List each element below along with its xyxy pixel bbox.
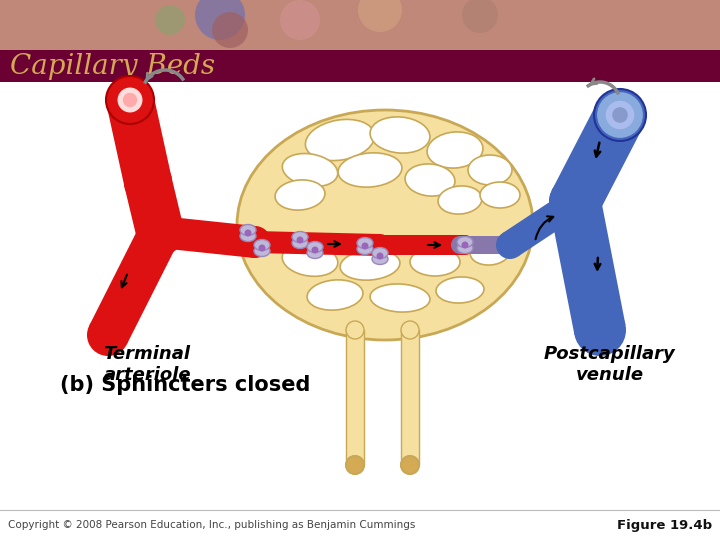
Circle shape [155,5,185,35]
Ellipse shape [370,117,430,153]
Ellipse shape [468,155,512,185]
Ellipse shape [240,231,256,241]
Circle shape [124,158,172,206]
Circle shape [346,456,364,474]
Circle shape [594,89,646,141]
Circle shape [549,176,601,228]
Text: (b) Sphincters closed: (b) Sphincters closed [60,375,310,395]
Circle shape [136,208,184,256]
Circle shape [501,236,519,254]
Ellipse shape [427,132,483,168]
Ellipse shape [340,250,400,280]
Ellipse shape [237,110,533,340]
Circle shape [87,314,129,356]
Polygon shape [380,235,465,255]
Ellipse shape [282,153,338,186]
Circle shape [597,92,643,138]
Circle shape [455,235,475,255]
Polygon shape [346,330,364,465]
Polygon shape [107,95,171,187]
Ellipse shape [307,280,363,310]
Circle shape [312,246,318,253]
Ellipse shape [292,232,308,242]
Circle shape [496,231,524,259]
Ellipse shape [436,277,484,303]
Polygon shape [125,177,184,238]
Text: Figure 19.4b: Figure 19.4b [617,518,712,531]
Ellipse shape [357,244,373,254]
Polygon shape [503,190,582,256]
Text: Terminal
arteriole: Terminal arteriole [103,345,191,384]
Circle shape [462,241,469,248]
Ellipse shape [307,241,323,253]
Circle shape [297,237,304,244]
Polygon shape [158,216,256,258]
Polygon shape [89,222,179,345]
Ellipse shape [457,237,473,247]
Circle shape [594,89,646,141]
Ellipse shape [438,186,482,214]
Ellipse shape [480,182,520,208]
Ellipse shape [254,246,270,256]
Circle shape [280,0,320,40]
Text: Copyright © 2008 Pearson Education, Inc., publishing as Benjamin Cummings: Copyright © 2008 Pearson Education, Inc.… [8,520,415,530]
Bar [0,50,720,82]
Circle shape [462,0,498,33]
Text: Postcapillary
venule: Postcapillary venule [544,345,676,384]
Circle shape [361,242,369,249]
Circle shape [212,12,248,48]
Circle shape [369,234,391,256]
Ellipse shape [470,239,510,265]
Circle shape [123,93,138,107]
Circle shape [401,321,419,339]
Ellipse shape [405,164,455,196]
Ellipse shape [254,240,270,251]
Circle shape [549,176,601,228]
Circle shape [401,456,419,474]
Circle shape [106,76,154,124]
Circle shape [401,456,419,474]
Circle shape [377,253,384,260]
Polygon shape [552,103,643,214]
Circle shape [370,235,390,255]
Circle shape [561,188,589,216]
Circle shape [346,321,364,339]
Circle shape [106,76,154,124]
Circle shape [612,107,628,123]
Polygon shape [460,236,510,254]
Circle shape [606,100,634,129]
Ellipse shape [307,247,323,259]
Circle shape [358,0,402,32]
Circle shape [124,158,172,206]
Circle shape [574,304,626,356]
Ellipse shape [240,225,256,235]
Circle shape [244,231,266,253]
Ellipse shape [275,180,325,210]
Ellipse shape [357,238,373,248]
Ellipse shape [305,119,374,160]
Circle shape [144,216,176,248]
Ellipse shape [282,244,338,276]
Bar [0,0,720,50]
Circle shape [239,226,271,258]
Polygon shape [401,330,419,465]
Circle shape [346,456,364,474]
Polygon shape [255,231,380,256]
Circle shape [139,211,181,253]
Ellipse shape [292,238,308,248]
Circle shape [117,87,143,112]
Polygon shape [549,197,626,335]
Ellipse shape [338,153,402,187]
Ellipse shape [372,253,388,265]
Circle shape [195,0,245,40]
Circle shape [451,236,469,254]
Circle shape [245,230,251,237]
Ellipse shape [410,248,460,276]
Ellipse shape [370,284,430,312]
Ellipse shape [372,247,388,259]
Ellipse shape [457,242,473,253]
Circle shape [258,245,266,252]
Text: Capillary Beds: Capillary Beds [10,52,215,79]
